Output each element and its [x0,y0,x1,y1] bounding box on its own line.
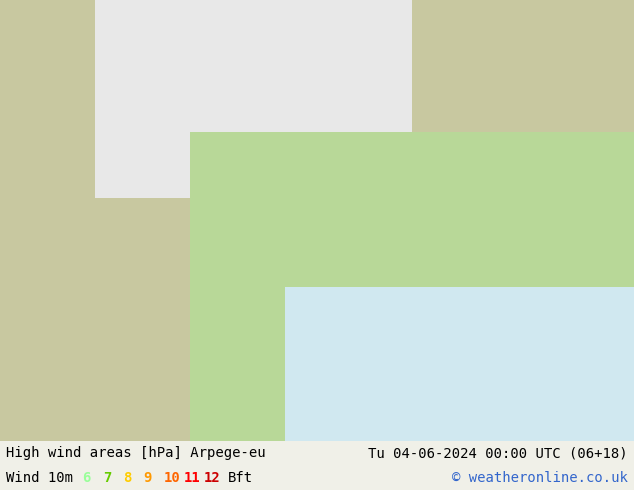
Text: 10: 10 [164,471,180,485]
FancyBboxPatch shape [190,132,634,441]
Text: Bft: Bft [228,471,253,485]
FancyBboxPatch shape [95,0,412,198]
Text: 11: 11 [184,471,200,485]
Text: 7: 7 [103,471,111,485]
Text: High wind areas [hPa] Arpege-eu: High wind areas [hPa] Arpege-eu [6,446,266,460]
FancyBboxPatch shape [285,287,634,441]
Text: Wind 10m: Wind 10m [6,471,74,485]
Text: 9: 9 [143,471,152,485]
Text: 8: 8 [123,471,131,485]
Text: 12: 12 [204,471,221,485]
Text: Tu 04-06-2024 00:00 UTC (06+18): Tu 04-06-2024 00:00 UTC (06+18) [368,446,628,460]
Text: 6: 6 [82,471,91,485]
Text: © weatheronline.co.uk: © weatheronline.co.uk [452,471,628,485]
FancyBboxPatch shape [0,0,634,441]
